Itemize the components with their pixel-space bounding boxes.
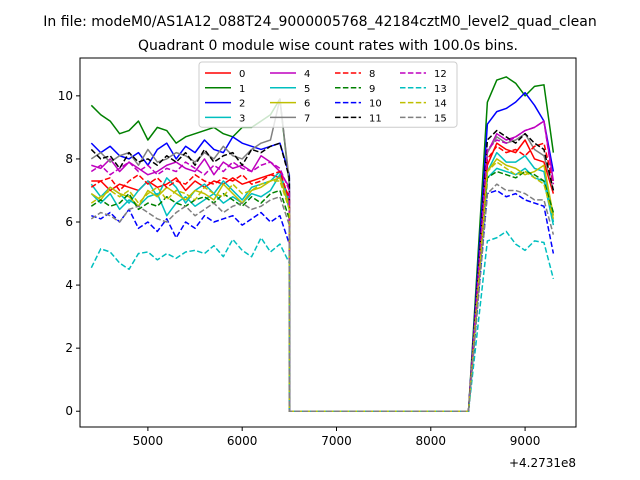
series-line-13 [90, 230, 555, 412]
legend-label-14: 14 [434, 99, 447, 110]
legend-label-0: 0 [239, 69, 245, 80]
y-tick-label: 4 [65, 278, 73, 292]
series-line-15 [90, 183, 555, 412]
y-axis: 0 2 4 6 8 10 [58, 89, 80, 418]
plot-frame [79, 57, 577, 428]
legend-label-15: 15 [434, 113, 447, 124]
legend-label-9: 9 [369, 84, 375, 95]
legend-label-13: 13 [434, 84, 447, 95]
x-tick-label: 7000 [321, 434, 352, 448]
chart-suptitle: In file: modeM0/AS1A12_088T24_9000005768… [43, 14, 596, 30]
series-line-9 [90, 170, 555, 412]
series-line-1 [90, 76, 555, 412]
x-axis: 5000 6000 7000 8000 9000 [133, 427, 541, 448]
series-line-6 [90, 158, 555, 412]
legend-label-2: 2 [239, 99, 245, 110]
legend-label-12: 12 [434, 69, 447, 80]
legend-label-11: 11 [369, 113, 382, 124]
y-tick-label: 8 [65, 152, 73, 166]
series-line-12 [90, 120, 555, 412]
series-line-11 [90, 129, 555, 412]
series-line-14 [90, 161, 555, 412]
series-line-10 [91, 189, 555, 412]
x-tick-label: 9000 [510, 434, 541, 448]
y-tick-label: 10 [58, 89, 73, 103]
legend-box [198, 61, 458, 128]
chart-title: Quadrant 0 module wise count rates with … [138, 38, 518, 54]
series-line-2 [90, 91, 555, 412]
legend-label-6: 6 [304, 99, 310, 110]
series-line-8 [90, 142, 555, 412]
x-tick-label: 5000 [133, 434, 164, 448]
y-tick-label: 2 [65, 341, 73, 355]
legend-label-7: 7 [304, 113, 310, 124]
legend-label-4: 4 [304, 69, 310, 80]
y-tick-label: 0 [65, 404, 73, 418]
series-layer [90, 76, 555, 412]
series-line-3 [90, 151, 555, 412]
x-tick-label: 6000 [227, 434, 258, 448]
legend-label-5: 5 [304, 84, 310, 95]
legend-label-8: 8 [369, 69, 375, 80]
series-line-4 [91, 120, 555, 412]
legend-label-3: 3 [239, 113, 245, 124]
legend-label-1: 1 [239, 84, 245, 95]
x-tick-label: 8000 [416, 434, 447, 448]
y-tick-label: 6 [65, 215, 73, 229]
x-offset-label: +4.2731e8 [509, 456, 576, 470]
legend-label-10: 10 [369, 99, 382, 110]
